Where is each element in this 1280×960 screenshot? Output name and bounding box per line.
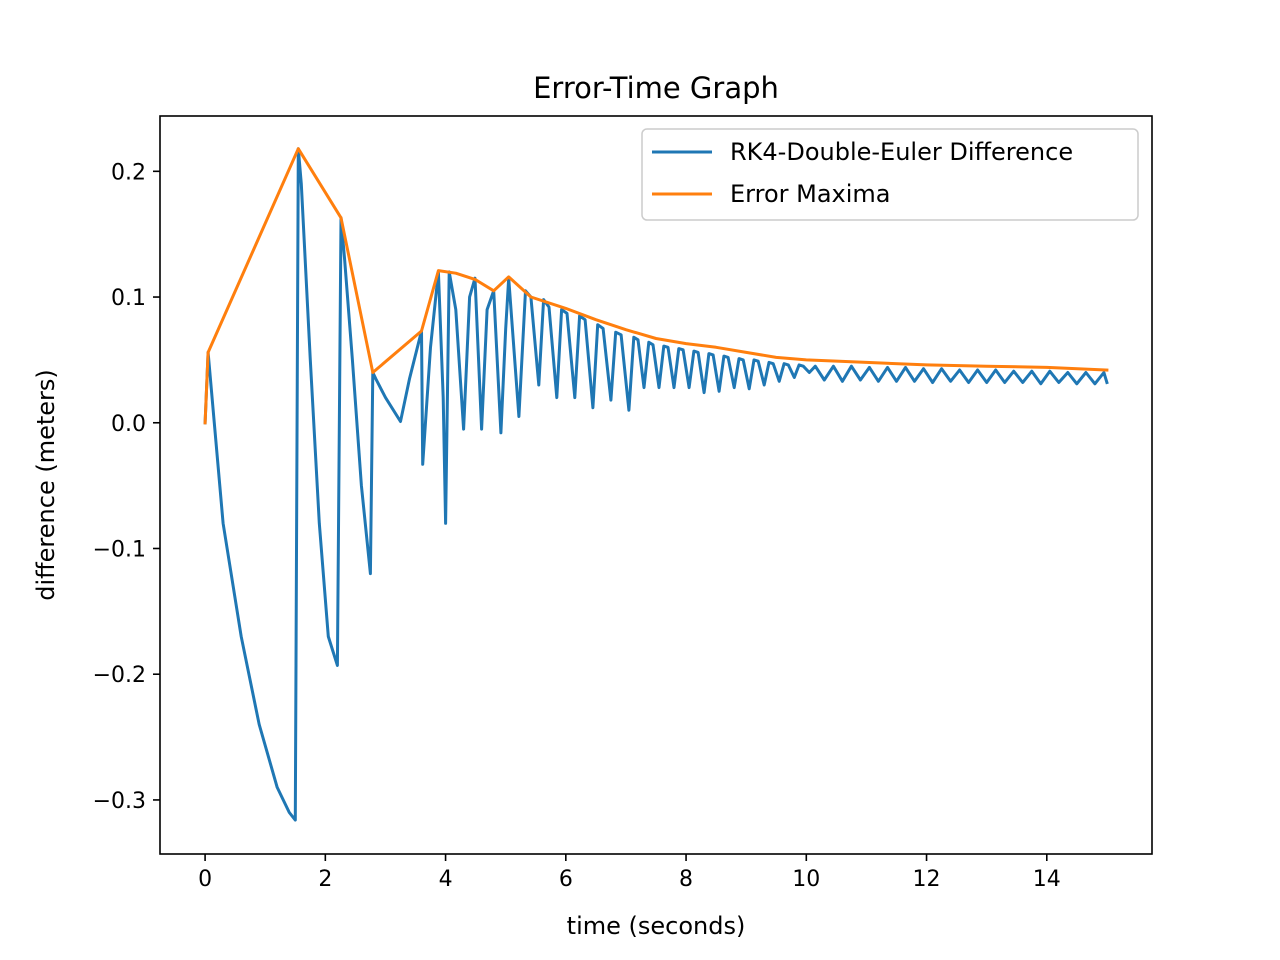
- x-tick-label: 10: [792, 867, 820, 892]
- y-axis-label: difference (meters): [32, 369, 60, 601]
- y-axis: −0.3 −0.2 −0.1 0.0 0.1 0.2: [93, 160, 160, 814]
- x-axis-label: time (seconds): [567, 912, 746, 940]
- y-tick-label: −0.1: [93, 537, 146, 562]
- y-tick-label: 0.2: [111, 160, 146, 185]
- plot-frame: [159, 115, 1153, 855]
- legend: RK4-Double-Euler Difference Error Maxima: [641, 128, 1139, 221]
- y-tick-label: −0.3: [93, 789, 146, 814]
- x-tick-label: 4: [439, 867, 453, 892]
- x-tick-label: 14: [1033, 867, 1061, 892]
- x-axis: 0 2 4 6 8 10 12 14: [198, 854, 1061, 892]
- legend-label-rk4-double-euler-difference: RK4-Double-Euler Difference: [730, 138, 1073, 166]
- x-tick-label: 0: [198, 867, 212, 892]
- x-tick-label: 6: [559, 867, 573, 892]
- series-line-rk4-double-euler-difference: [203, 147, 1109, 822]
- legend-label-error-maxima: Error Maxima: [730, 180, 891, 208]
- chart-title: Error-Time Graph: [533, 71, 779, 105]
- x-tick-label: 8: [679, 867, 693, 892]
- y-tick-label: 0.1: [111, 286, 146, 311]
- y-tick-label: −0.2: [93, 663, 146, 688]
- y-tick-label: 0.0: [111, 412, 146, 437]
- series-line-error-maxima: [203, 147, 1109, 425]
- series-layer: [203, 147, 1109, 822]
- x-tick-label: 12: [913, 867, 941, 892]
- x-tick-label: 2: [318, 867, 332, 892]
- legend-box: [641, 128, 1139, 221]
